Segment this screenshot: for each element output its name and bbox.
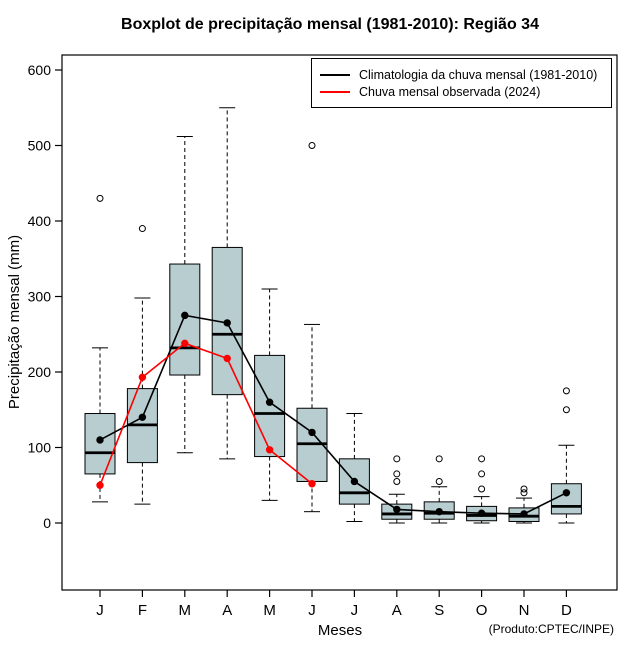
month-label: F <box>138 602 147 619</box>
box-M-2 <box>169 263 201 376</box>
climatology-point <box>350 477 359 486</box>
y-tick-label: 400 <box>28 213 52 229</box>
y-tick-label: 300 <box>28 289 52 305</box>
outlier-point <box>435 455 443 463</box>
climatology-point <box>562 489 571 497</box>
outlier-point <box>393 470 401 478</box>
month-label: J <box>351 602 359 619</box>
box-D-11 <box>550 483 582 515</box>
climatology-point <box>138 413 147 421</box>
outlier-point <box>478 485 486 493</box>
chart-title: Boxplot de precipitação mensal (1981-201… <box>121 16 539 33</box>
climatology-point <box>308 428 316 437</box>
month-label: S <box>434 602 444 619</box>
month-label: J <box>96 602 104 619</box>
climatology-point <box>265 398 274 406</box>
outlier-point <box>562 406 570 414</box>
month-label: D <box>561 602 572 619</box>
climatology-line <box>99 314 567 515</box>
outlier-point <box>435 477 443 485</box>
climatology-point <box>223 319 231 327</box>
climatology-point <box>477 509 486 517</box>
outlier-point <box>478 470 486 478</box>
month-label: M <box>263 602 276 619</box>
product-credit: (Produto:CPTEC/INPE) <box>488 622 614 636</box>
x-axis-label: Meses <box>317 622 363 639</box>
box-M-4 <box>254 354 286 458</box>
climatology-point <box>435 507 443 516</box>
outlier-point <box>562 387 570 395</box>
observed-point <box>265 446 274 454</box>
month-label: A <box>392 602 402 619</box>
month-label: O <box>476 602 488 619</box>
y-tick-label: 200 <box>28 364 52 380</box>
outlier-point <box>393 477 401 485</box>
climatology-point <box>393 505 401 514</box>
observed-point <box>181 339 189 348</box>
legend-item-observada: Chuva mensal observada (2024) <box>320 83 603 100</box>
outlier-point <box>138 225 146 233</box>
climatology-point <box>520 510 528 518</box>
month-label: J <box>308 602 316 619</box>
observed-line-swatch <box>320 90 350 93</box>
climatology-point <box>181 311 189 320</box>
y-tick-label: 600 <box>28 62 52 78</box>
y-tick-label: 100 <box>28 440 52 456</box>
climatology-line-swatch <box>320 73 350 76</box>
legend-label-observada: Chuva mensal observada (2024) <box>359 84 541 99</box>
climatology-point <box>96 436 104 444</box>
outlier-point <box>308 142 316 149</box>
month-label: M <box>179 602 192 619</box>
observed-point <box>223 354 231 363</box>
month-label: A <box>222 602 232 619</box>
outlier-point <box>478 455 486 463</box>
observed-line <box>99 342 313 486</box>
outlier-point <box>393 455 401 463</box>
observed-point <box>96 481 104 489</box>
y-tick-label: 500 <box>28 138 52 154</box>
box-J-0 <box>84 413 116 475</box>
y-tick-label: 0 <box>43 515 51 531</box>
legend-label-climatologia: Climatologia da chuva mensal (1981-2010) <box>359 67 598 82</box>
outlier-point <box>520 489 528 497</box>
y-axis-label: Precipitação mensal (mm) <box>6 234 23 410</box>
outlier-point <box>96 194 104 202</box>
observed-point <box>308 480 316 488</box>
outlier-point <box>520 485 528 493</box>
observed-point <box>138 373 147 381</box>
plot-frame <box>61 54 618 591</box>
legend: Climatologia da chuva mensal (1981-2010)… <box>311 58 612 108</box>
month-label: N <box>519 602 530 619</box>
legend-item-climatologia: Climatologia da chuva mensal (1981-2010) <box>320 66 603 83</box>
